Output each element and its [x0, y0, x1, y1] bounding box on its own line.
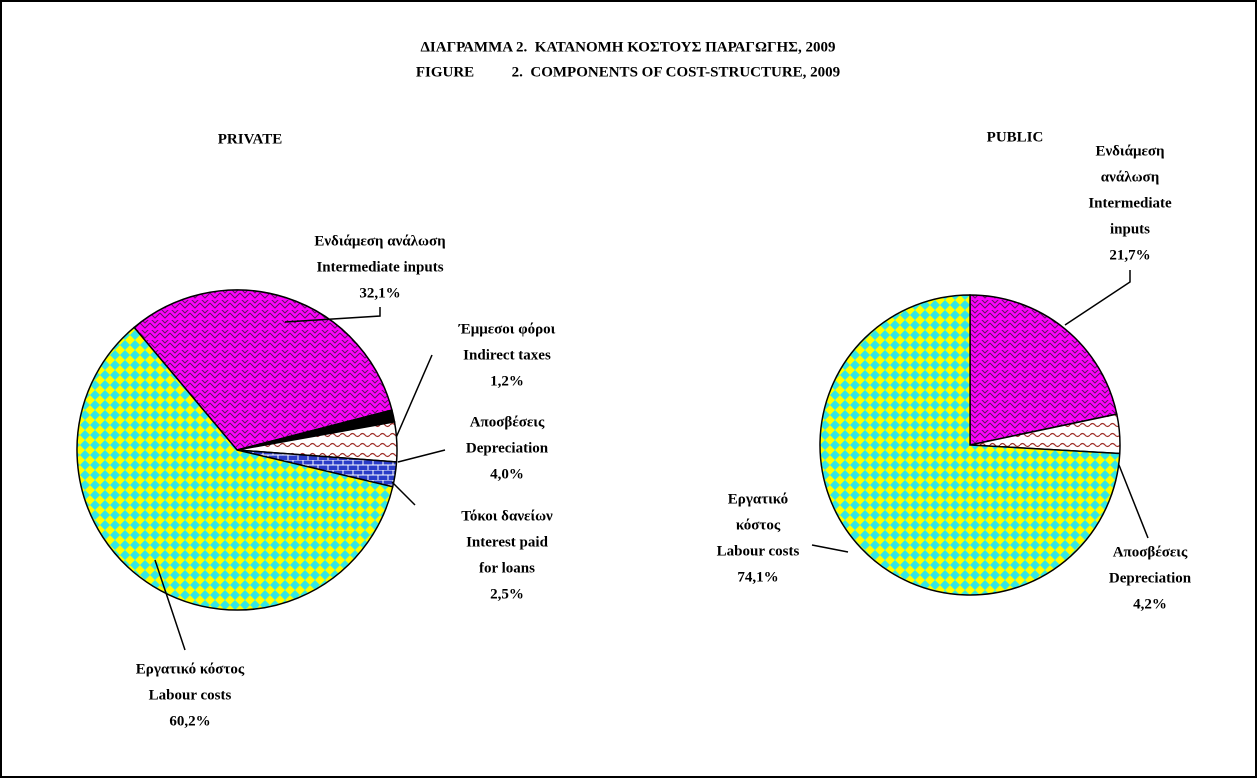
- value-label: 32,1%: [359, 285, 400, 301]
- leader-line: [391, 481, 416, 506]
- slice-label: Depreciation: [1109, 570, 1192, 586]
- slice-label: Εργατικό κόστος: [136, 661, 245, 677]
- value-label: 21,7%: [1109, 247, 1150, 263]
- pie-slice: [76, 326, 394, 611]
- slice-label: Ενδιάμεση ανάλωση: [314, 233, 445, 249]
- value-label: 4,2%: [1133, 596, 1167, 612]
- leader-line: [397, 449, 446, 463]
- slice-label: for loans: [479, 560, 535, 576]
- pie-slice: [819, 294, 1121, 596]
- slice-label: Τόκοι δανείων: [461, 508, 553, 524]
- value-label: 2,5%: [490, 586, 524, 602]
- pie-slice: [969, 294, 1118, 446]
- leader-line: [1114, 454, 1149, 539]
- slice-label: Labour costs: [717, 543, 800, 559]
- value-label: 4,0%: [490, 466, 524, 482]
- slice-label: Labour costs: [149, 687, 232, 703]
- value-label: 60,2%: [169, 713, 210, 729]
- slice-label: inputs: [1110, 221, 1150, 237]
- slice-label: Έμμεσοι φόροι: [458, 321, 556, 337]
- slice-label: Αποσβέσεις: [470, 414, 545, 430]
- slice-label: Αποσβέσεις: [1113, 544, 1188, 560]
- pie-title: PRIVATE: [218, 131, 282, 147]
- slice-label: Interest paid: [466, 534, 548, 550]
- chart-title: ΔΙΑΓΡΑΜΜΑ 2. ΚΑΤΑΝΟΜΗ ΚΟΣΤΟΥΣ ΠΑΡΑΓΩΓΗΣ,…: [421, 39, 836, 55]
- chart-title: FIGURE 2. COMPONENTS OF COST-STRUCTURE, …: [416, 64, 840, 80]
- slice-label: Intermediate inputs: [316, 259, 443, 275]
- slice-label: κόστος: [736, 517, 781, 533]
- slice-label: ανάλωση: [1101, 169, 1159, 185]
- pie-title: PUBLIC: [987, 129, 1044, 145]
- value-label: 1,2%: [490, 373, 524, 389]
- leader-line: [811, 544, 849, 553]
- slice-label: Intermediate: [1088, 195, 1172, 211]
- leader-line: [1064, 270, 1131, 326]
- value-label: 74,1%: [737, 569, 778, 585]
- leader-line: [284, 307, 381, 323]
- leader-line: [394, 354, 433, 441]
- slice-label: Depreciation: [466, 440, 549, 456]
- slice-label: Ενδιάμεση: [1095, 143, 1164, 159]
- pie-slice: [133, 289, 393, 451]
- slice-label: Εργατικό: [728, 491, 788, 507]
- slice-label: Indirect taxes: [463, 347, 551, 363]
- leader-line: [154, 559, 186, 651]
